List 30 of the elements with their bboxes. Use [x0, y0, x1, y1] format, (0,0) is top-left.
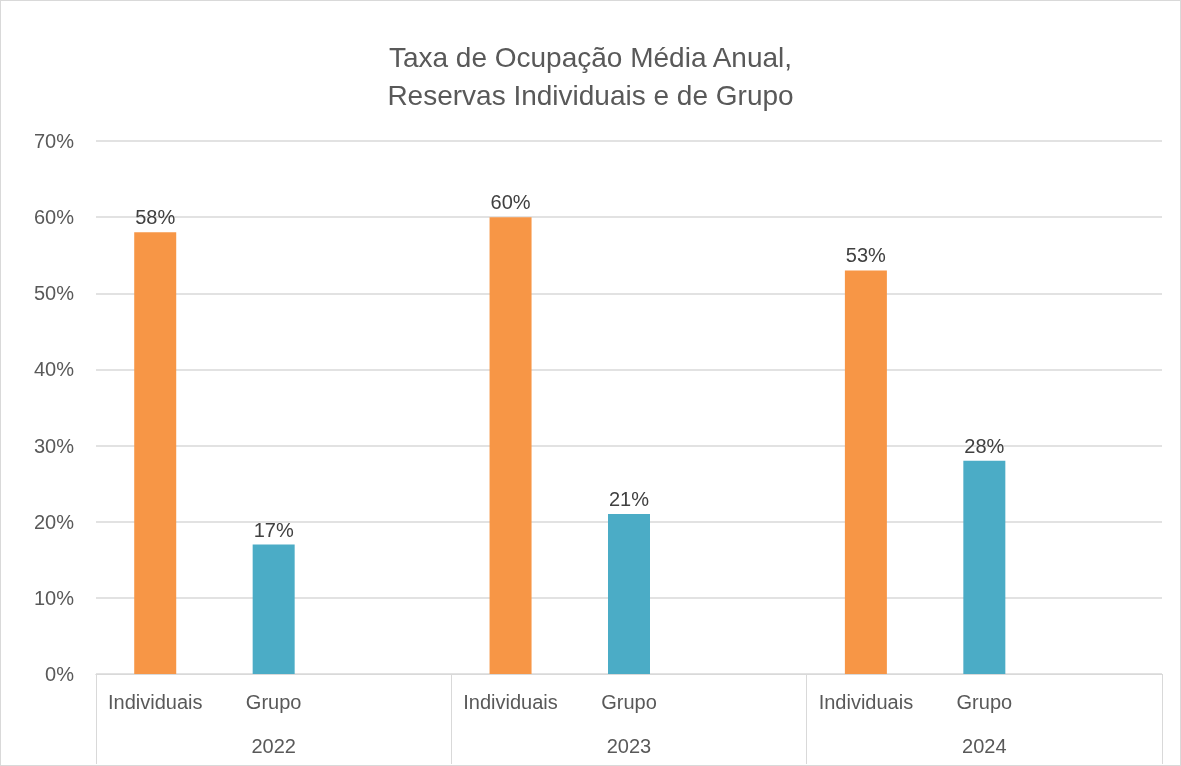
bar	[844, 270, 887, 674]
bar	[963, 460, 1006, 674]
y-tick-label: 0%	[45, 663, 75, 685]
chart-title: Taxa de Ocupação Média Anual, Reservas Individuais e de Grupo	[387, 41, 794, 111]
data-label: 58%	[135, 206, 176, 229]
text: Grupo	[601, 691, 657, 713]
y-tick-label: 50%	[33, 282, 75, 305]
data-label: 21%	[608, 488, 650, 511]
text: Individuais	[818, 691, 914, 713]
data-label: 60%	[490, 191, 531, 214]
y-tick-label: 20%	[33, 510, 75, 533]
series-label: Grupo	[245, 691, 302, 713]
data-label: 17%	[253, 518, 294, 541]
bar	[608, 514, 650, 674]
y-tick-label: 70%	[33, 130, 75, 152]
text: Grupo	[956, 691, 1013, 713]
bar	[134, 232, 177, 674]
y-tick-label: 40%	[33, 358, 75, 381]
data-label: 53%	[845, 244, 887, 267]
bar	[252, 544, 295, 674]
x-tick-label: 2022	[251, 735, 296, 757]
text: Individuais	[463, 691, 558, 713]
series-label: Individuais	[107, 691, 203, 713]
bar	[489, 217, 532, 674]
y-tick-label: 10%	[33, 586, 75, 609]
y-tick-label: 30%	[33, 434, 75, 457]
y-tick-label: 60%	[33, 206, 75, 229]
x-tick-label: 2024	[962, 735, 1007, 757]
x-tick-label: 2023	[606, 735, 652, 757]
data-label: 28%	[964, 434, 1005, 457]
